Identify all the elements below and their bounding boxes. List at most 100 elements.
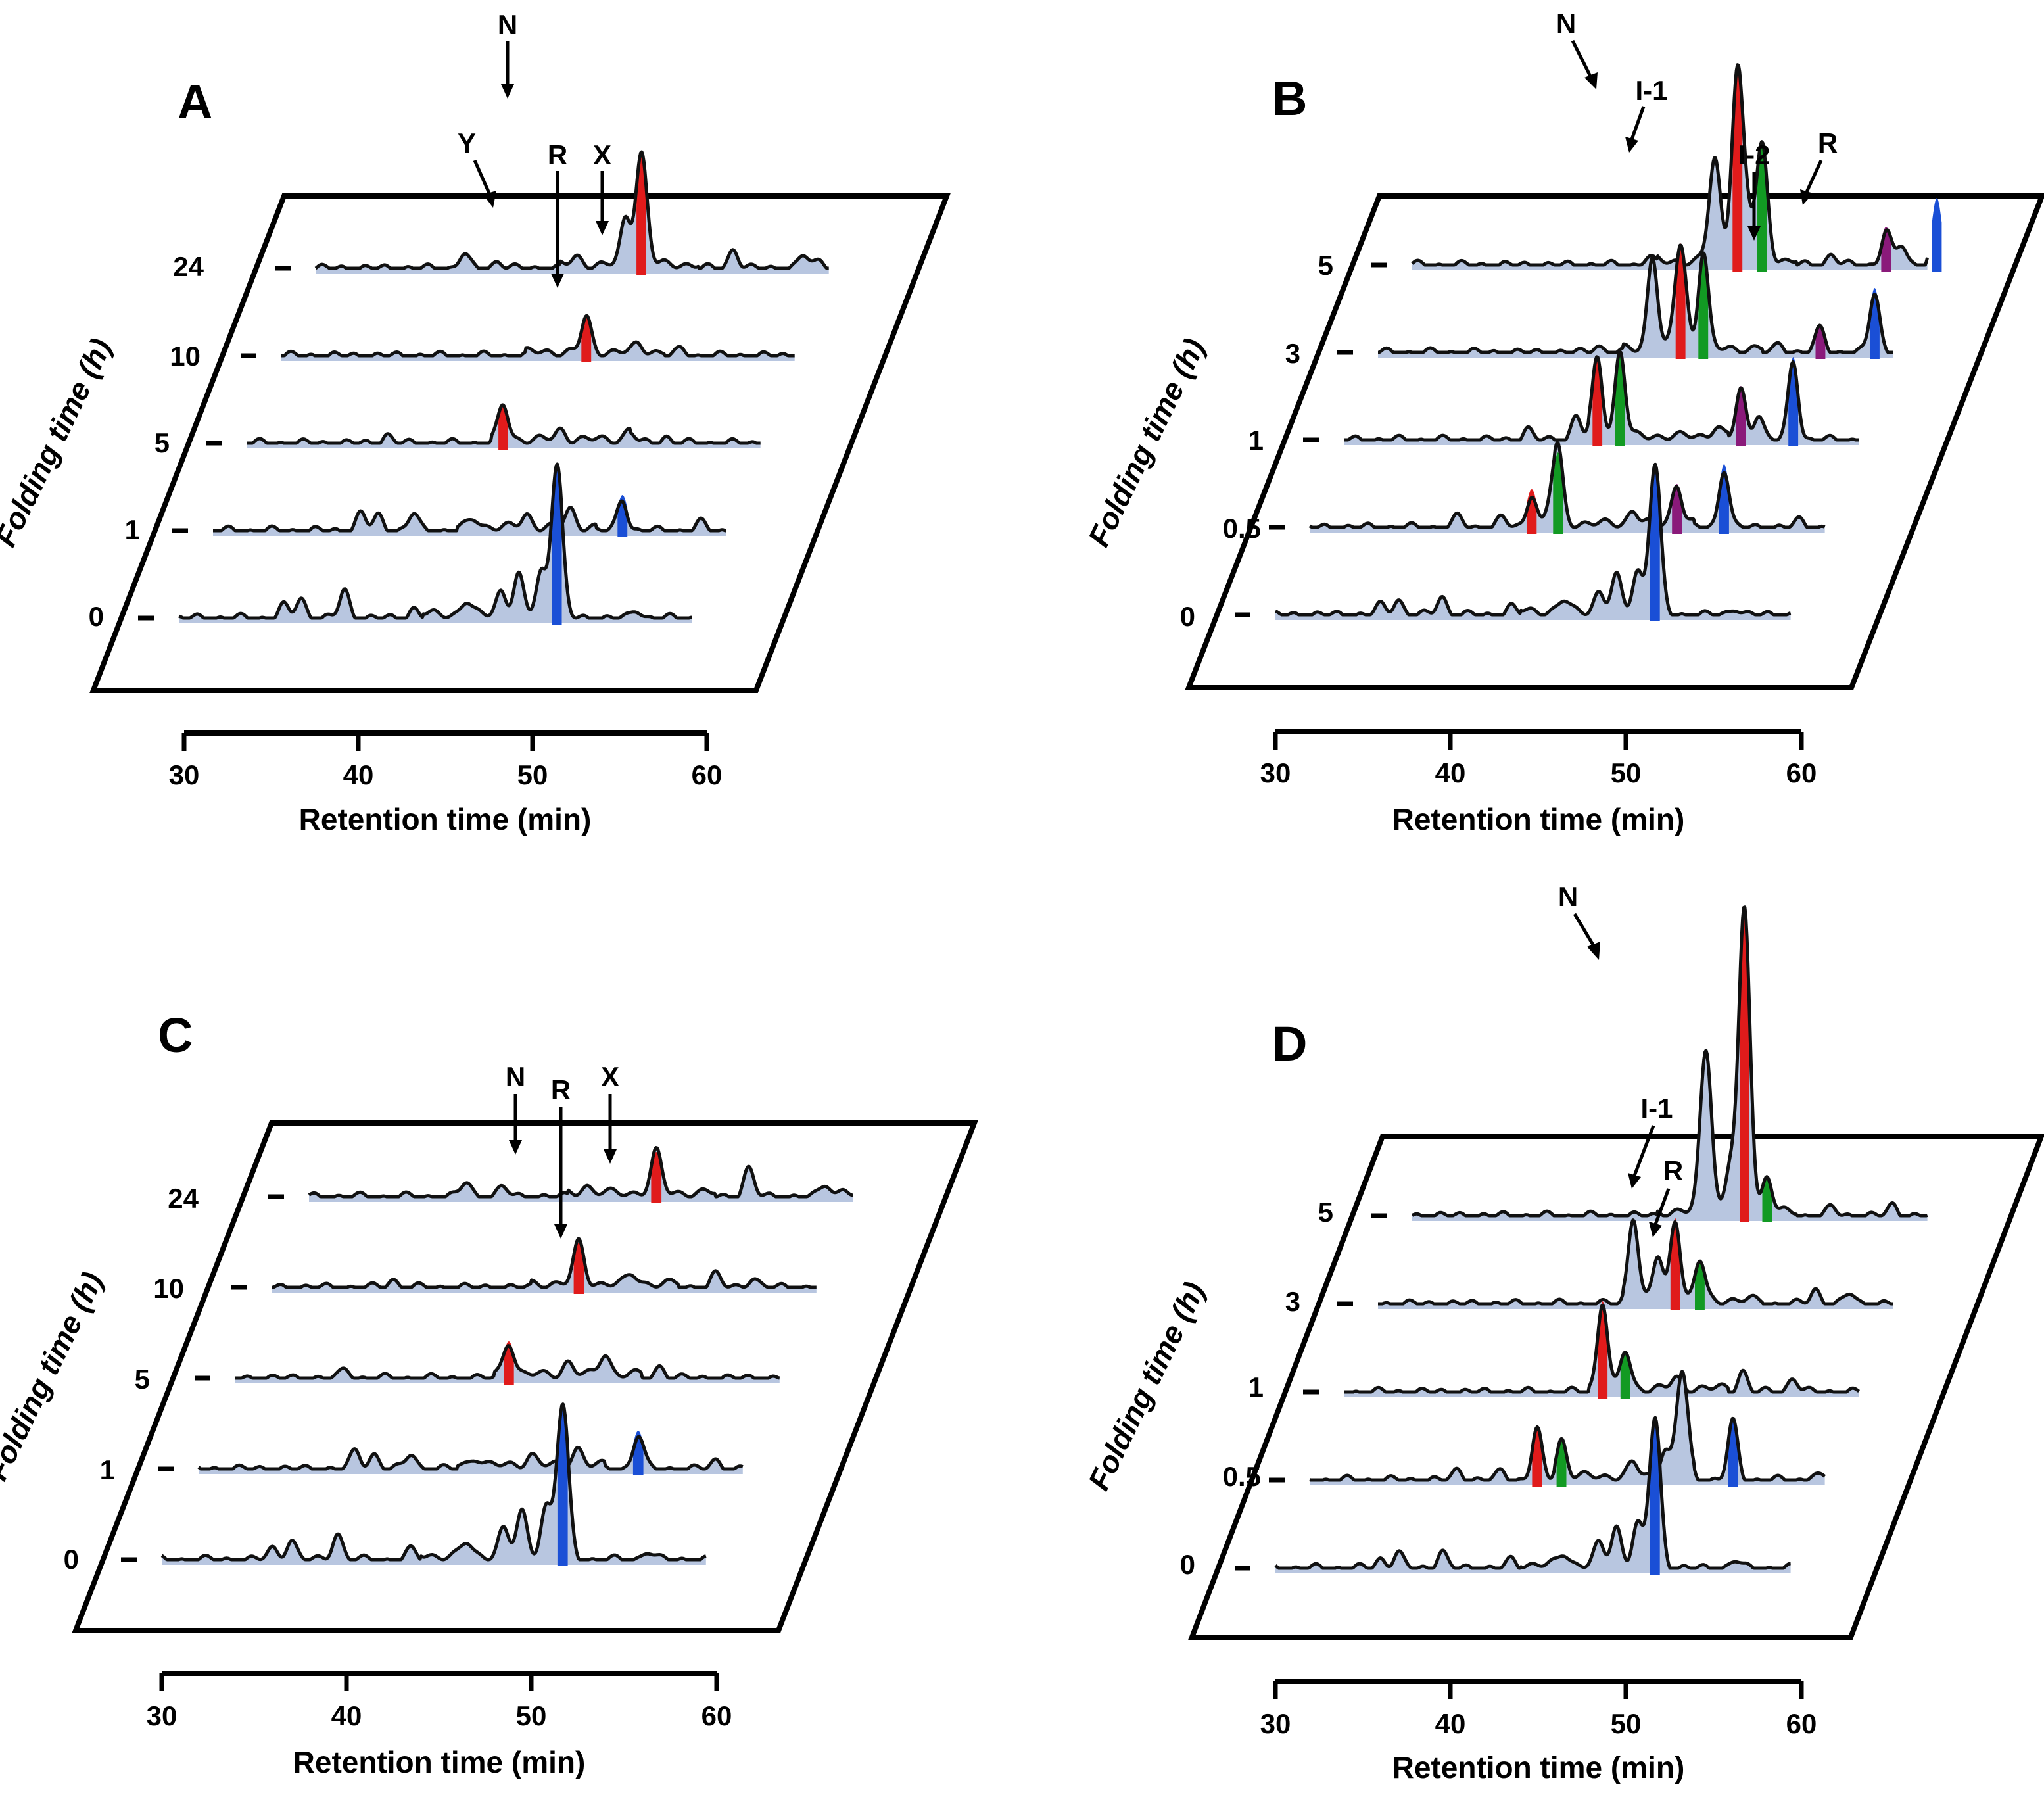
panel-d: D 5 3 1 0.5 0 Folding time (h) 30 40 50 … — [1081, 881, 2044, 1784]
red-peak — [573, 1243, 584, 1294]
panel-a-arrowhead-n — [501, 84, 514, 99]
panel-d-label-r: R — [1663, 1155, 1683, 1186]
panel-a-xtick-50: 50 — [517, 759, 548, 790]
panel-d-ylabel-5: 5 — [1318, 1197, 1333, 1228]
panel-b-arrow-i1 — [1630, 106, 1646, 140]
green-peak — [1757, 145, 1767, 272]
chromatogram-trace — [247, 403, 761, 445]
panel-c-arrowhead-r — [554, 1224, 567, 1239]
chromatogram-trace — [160, 1402, 707, 1562]
panel-b-xtick-40: 40 — [1435, 757, 1466, 788]
panel-a-label-y: Y — [458, 128, 476, 158]
panel-b-arrowhead-n — [1584, 72, 1598, 89]
panel-b-ylabel-5: 5 — [1318, 250, 1333, 281]
panel-b-arrowhead-r — [1800, 189, 1813, 205]
panel-b-arrowhead-i1 — [1625, 137, 1638, 153]
panel-d-xtick-30: 30 — [1260, 1708, 1291, 1739]
panel-d-arrow-i1 — [1632, 1125, 1655, 1176]
chromatogram-trace — [1411, 905, 1928, 1218]
green-peak — [1620, 1351, 1630, 1399]
panel-b-xtick-30: 30 — [1260, 757, 1291, 788]
panel-d-xtick-60: 60 — [1786, 1708, 1817, 1739]
trace-fill — [162, 1404, 706, 1565]
panel-d-x-axis-title: Retention time (min) — [1392, 1750, 1685, 1784]
red-peak — [636, 153, 646, 275]
panel-a-x-axis-title: Retention time (min) — [299, 802, 592, 836]
panel-a-label-n: N — [498, 9, 517, 40]
panel-a-arrowhead-y — [483, 191, 496, 208]
chromatogram-trace — [235, 1344, 780, 1380]
red-peak — [651, 1152, 662, 1203]
panel-c-arrowhead-x — [604, 1149, 617, 1164]
panel-d-ylabel-0: 0 — [1180, 1549, 1195, 1580]
blue-peak — [1650, 465, 1660, 621]
panel-d-arrowhead-n — [1587, 942, 1600, 960]
panel-b-letter: B — [1272, 71, 1307, 126]
blue-peak — [552, 463, 562, 625]
trace-fill — [1275, 464, 1791, 620]
panel-c-label-n: N — [506, 1061, 525, 1092]
chromatogram-trace — [1308, 441, 1826, 529]
blue-peak — [1650, 1418, 1660, 1575]
panel-d-arrowhead-r — [1649, 1222, 1662, 1237]
panel-c-traces — [121, 1146, 854, 1566]
trace-fill — [1275, 1418, 1791, 1573]
panel-a-ylabel-24: 24 — [173, 251, 204, 282]
panel-d-y-axis-title: Folding time (h) — [1081, 1277, 1212, 1496]
panel-c-ylabel-1: 1 — [100, 1454, 115, 1485]
panel-b-ylabel-0-5: 0.5 — [1223, 513, 1261, 544]
panel-b-y-axis-title: Folding time (h) — [1081, 333, 1212, 552]
chromatogram-trace — [281, 314, 796, 358]
chromatogram-trace — [178, 462, 693, 620]
panel-b-x-axis-title: Retention time (min) — [1392, 802, 1685, 836]
chromatogram-trace — [1343, 349, 1860, 442]
blue-peak — [1932, 198, 1942, 272]
chromatogram-trace — [1274, 1416, 1792, 1570]
panel-b-xtick-60: 60 — [1786, 757, 1817, 788]
panel-b-label-i2: I-2 — [1738, 139, 1770, 170]
panel-d-traces — [1235, 905, 1928, 1575]
chromatogram-trace — [197, 1435, 744, 1471]
trace-fill — [1378, 1220, 1893, 1309]
chromatogram-trace — [1275, 462, 1792, 617]
panel-c-ylabel-24: 24 — [168, 1183, 199, 1214]
panel-d-arrow-n — [1573, 913, 1596, 948]
panel-b-label-n: N — [1556, 8, 1576, 39]
panel-c-xtick-50: 50 — [516, 1700, 547, 1731]
chromatogram-trace — [1411, 63, 1930, 267]
panel-a-label-x: X — [593, 139, 611, 170]
panel-a-ylabel-10: 10 — [170, 341, 201, 371]
panel-d-arrowhead-i1 — [1628, 1173, 1641, 1189]
panel-c-ylabel-10: 10 — [153, 1273, 184, 1304]
chromatogram-trace — [1377, 243, 1894, 354]
panel-c-label-r: R — [551, 1074, 571, 1105]
panel-d-label-i1: I-1 — [1640, 1093, 1673, 1124]
panel-d-ylabel-1: 1 — [1248, 1372, 1264, 1402]
panel-d-arrow-r — [1653, 1188, 1671, 1225]
panel-c-xtick-60: 60 — [701, 1700, 732, 1731]
panel-a-y-axis-title: Folding time (h) — [0, 333, 118, 552]
chromatogram-trace — [314, 150, 830, 270]
panel-d-ylabel-0-5: 0.5 — [1223, 1461, 1261, 1492]
panel-d-letter: D — [1272, 1016, 1307, 1071]
panel-b-label-i1: I-1 — [1635, 75, 1667, 106]
red-peak — [1675, 243, 1686, 359]
panel-b-ylabel-1: 1 — [1248, 425, 1264, 456]
panel-a-xtick-30: 30 — [169, 759, 200, 790]
panel-d-ylabel-3: 3 — [1285, 1286, 1300, 1317]
chromatogram-trace — [1309, 1370, 1826, 1482]
panel-d-xtick-50: 50 — [1611, 1708, 1642, 1739]
chromatogram-trace — [308, 1146, 854, 1199]
chromatogram-trace — [272, 1237, 817, 1289]
green-peak — [1553, 452, 1563, 534]
panel-c: C 24 10 5 1 0 Folding time (h) 30 40 50 … — [0, 1008, 978, 1779]
panel-a-ylabel-1: 1 — [125, 514, 140, 545]
panel-c-ylabel-5: 5 — [135, 1364, 150, 1395]
panel-a: A 24 10 5 1 0 Folding time (h) 30 40 50 … — [0, 9, 951, 836]
panel-a-label-r: R — [548, 139, 567, 170]
panel-c-xtick-40: 40 — [331, 1700, 362, 1731]
panel-b-ylabel-3: 3 — [1285, 338, 1300, 369]
trace-fill — [179, 464, 692, 623]
panel-a-traces — [138, 150, 830, 625]
